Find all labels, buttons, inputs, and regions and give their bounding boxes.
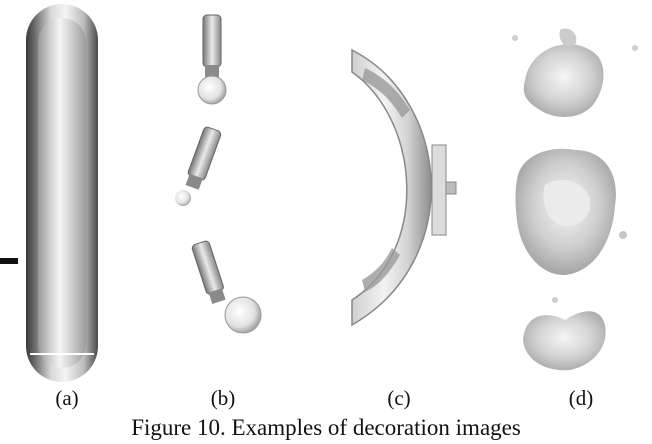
figure-caption: Figure 10. Examples of decoration images xyxy=(131,415,521,440)
panel-c-label: (c) xyxy=(387,386,411,410)
panel-d-texture-image xyxy=(512,28,638,371)
panel-a-label: (a) xyxy=(55,386,79,410)
panel-c-arc-image xyxy=(351,48,457,327)
panel-b-label: (b) xyxy=(210,386,236,410)
panel-a-tube-image xyxy=(0,4,98,382)
panel-b-bulbs-image xyxy=(175,14,262,334)
panel-d-label: (d) xyxy=(568,386,594,410)
